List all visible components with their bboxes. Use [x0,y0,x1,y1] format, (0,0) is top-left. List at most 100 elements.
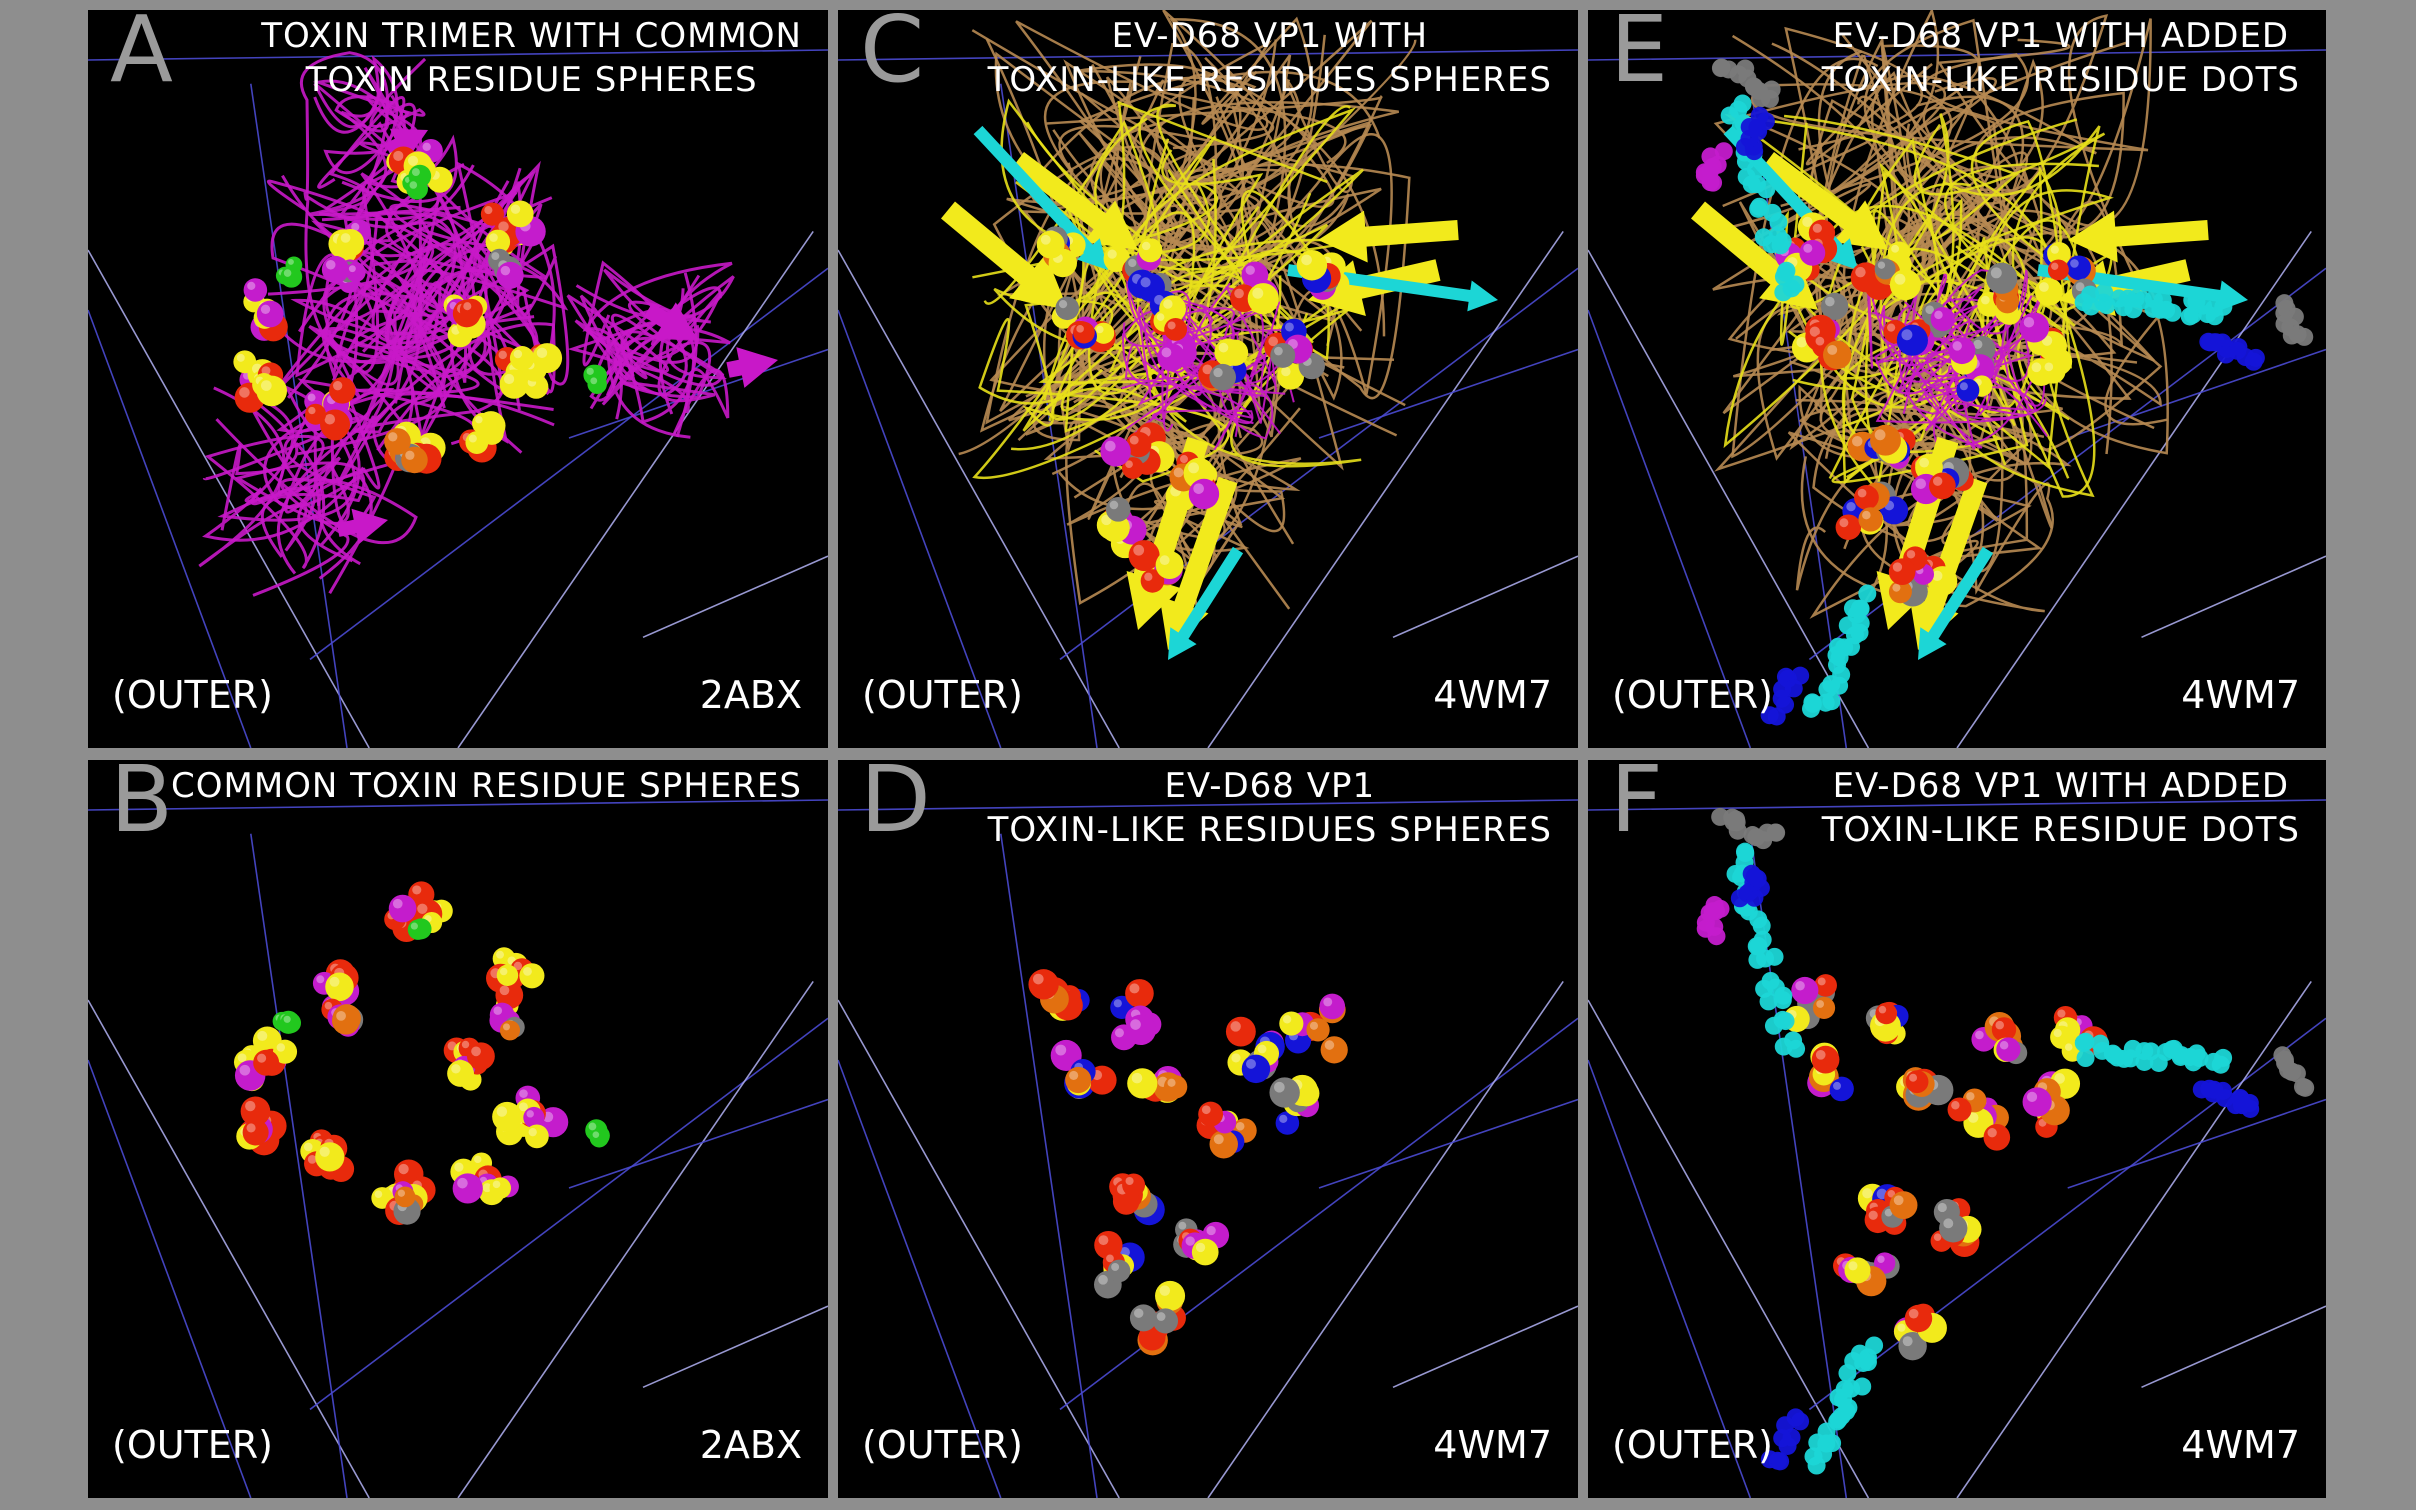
atom-sphere [1799,239,1826,266]
atom-highlight [316,975,325,984]
atom-highlight [1862,1188,1873,1199]
panel-title-line: EV-D68 VP1 [1164,766,1376,806]
atom-highlight [1193,483,1204,494]
panel-letter: C [860,10,925,103]
dot-surface [2240,1094,2259,1113]
atom-highlight [1967,1112,1979,1123]
atom-sphere [1904,1304,1933,1333]
atom-highlight [510,204,521,214]
beta-strand-arrow [1012,152,1138,250]
atom-sphere [1107,1259,1131,1283]
atom-highlight [307,393,316,402]
atom-sphere [1812,996,1836,1020]
atom-highlight [513,961,523,971]
grid-line [1956,980,2312,1498]
atom-highlight [348,265,356,273]
backbone-ribbon [1750,53,2149,212]
dot-surface [1746,160,1765,179]
atom-sphere [315,1142,345,1172]
atom-sphere [1125,1014,1157,1046]
grid-line [1588,999,1870,1498]
atom-sphere [1905,1070,1929,1094]
grid-line [642,555,828,639]
atom-highlight [2031,362,2042,373]
atom-sphere [1214,338,1243,367]
dot-surface [1822,692,1841,711]
atom-sphere [1277,362,1305,390]
dot-surface [2293,1077,2312,1096]
orientation-label: (OUTER) [112,673,273,717]
atom-sphere [1121,457,1144,479]
atom-highlight [590,377,598,385]
dot-surface [1759,992,1778,1011]
atom-sphere [1225,1016,1256,1047]
panel-f: F EV-D68 VP1 WITH ADDED TOXIN-LIKE RESID… [1588,760,2326,1498]
atom-sphere [1822,340,1852,370]
atom-sphere [459,298,483,322]
atom-highlight [1809,326,1820,337]
atom-highlight [388,432,398,442]
atom-sphere [401,446,428,474]
atom-highlight [2054,1073,2065,1084]
atom-highlight [1257,1044,1267,1054]
atom-highlight [1894,273,1906,285]
grid-line [1000,833,1098,1498]
atom-highlight [468,434,477,443]
grid-line [1392,1305,1578,1389]
dot-surface [2244,352,2263,371]
beta-strand-arrow [336,508,388,545]
perspective-grid [838,799,1578,1498]
atom-sphere [1939,1214,1968,1243]
backbone-ribbon [297,191,477,452]
atom-highlight [1230,1021,1241,1032]
atom-highlight [1324,1040,1335,1050]
atom-sphere [1811,1045,1840,1074]
atom-sphere [2034,277,2063,306]
grid-line [2141,555,2326,639]
atom-highlight [2023,317,2035,328]
atom-sphere [1874,258,1896,280]
grid-line [1000,83,1098,748]
grid-line [1207,230,1564,748]
atom-sphere [1296,249,1328,281]
beta-strand-arrow [1168,546,1244,660]
dot-surface [1773,232,1792,251]
atom-sphere [587,374,607,394]
atom-highlight [1902,1336,1913,1347]
atom-highlight [1133,1308,1144,1318]
pdb-id-label: 2ABX [699,1423,802,1467]
atom-sphere [1164,318,1188,341]
atom-sphere [1991,1017,2017,1042]
dot-surface [1761,971,1780,990]
dot-surface [1735,842,1754,861]
toxin-trimer [198,51,778,597]
atom-sphere [1947,1097,1972,1122]
atom-sphere [332,1006,360,1035]
atom-highlight [1167,1078,1176,1087]
atom-highlight [1852,436,1863,447]
atom-highlight [1213,1134,1224,1145]
atom-sphere [1996,1037,2021,1062]
atom-sphere [243,278,268,302]
atom-highlight [239,1064,251,1076]
atom-highlight [1815,336,1825,346]
atom-highlight [1268,336,1279,347]
atom-highlight [308,406,316,415]
dot-surface [2164,1039,2183,1058]
atom-sphere [1270,342,1296,368]
atom-sphere [452,1173,483,1204]
panel-title: TOXIN TRIMER WITH COMMON TOXIN RESIDUE S… [261,14,802,102]
backbone-ribbon [584,286,725,387]
atom-sphere [1320,1036,1348,1064]
atom-highlight [1144,572,1153,581]
dot-surface [1742,175,1761,194]
atom-sphere [1306,1018,1330,1042]
atom-highlight [2044,362,2054,372]
atom-sphere [506,200,534,228]
atom-highlight [1213,367,1223,378]
atom-highlight [2053,1029,2062,1038]
atom-sphere [480,202,504,226]
grid-line [2141,1305,2326,1389]
atom-highlight [503,373,515,385]
pdb-id-label: 4WM7 [2181,673,2300,717]
